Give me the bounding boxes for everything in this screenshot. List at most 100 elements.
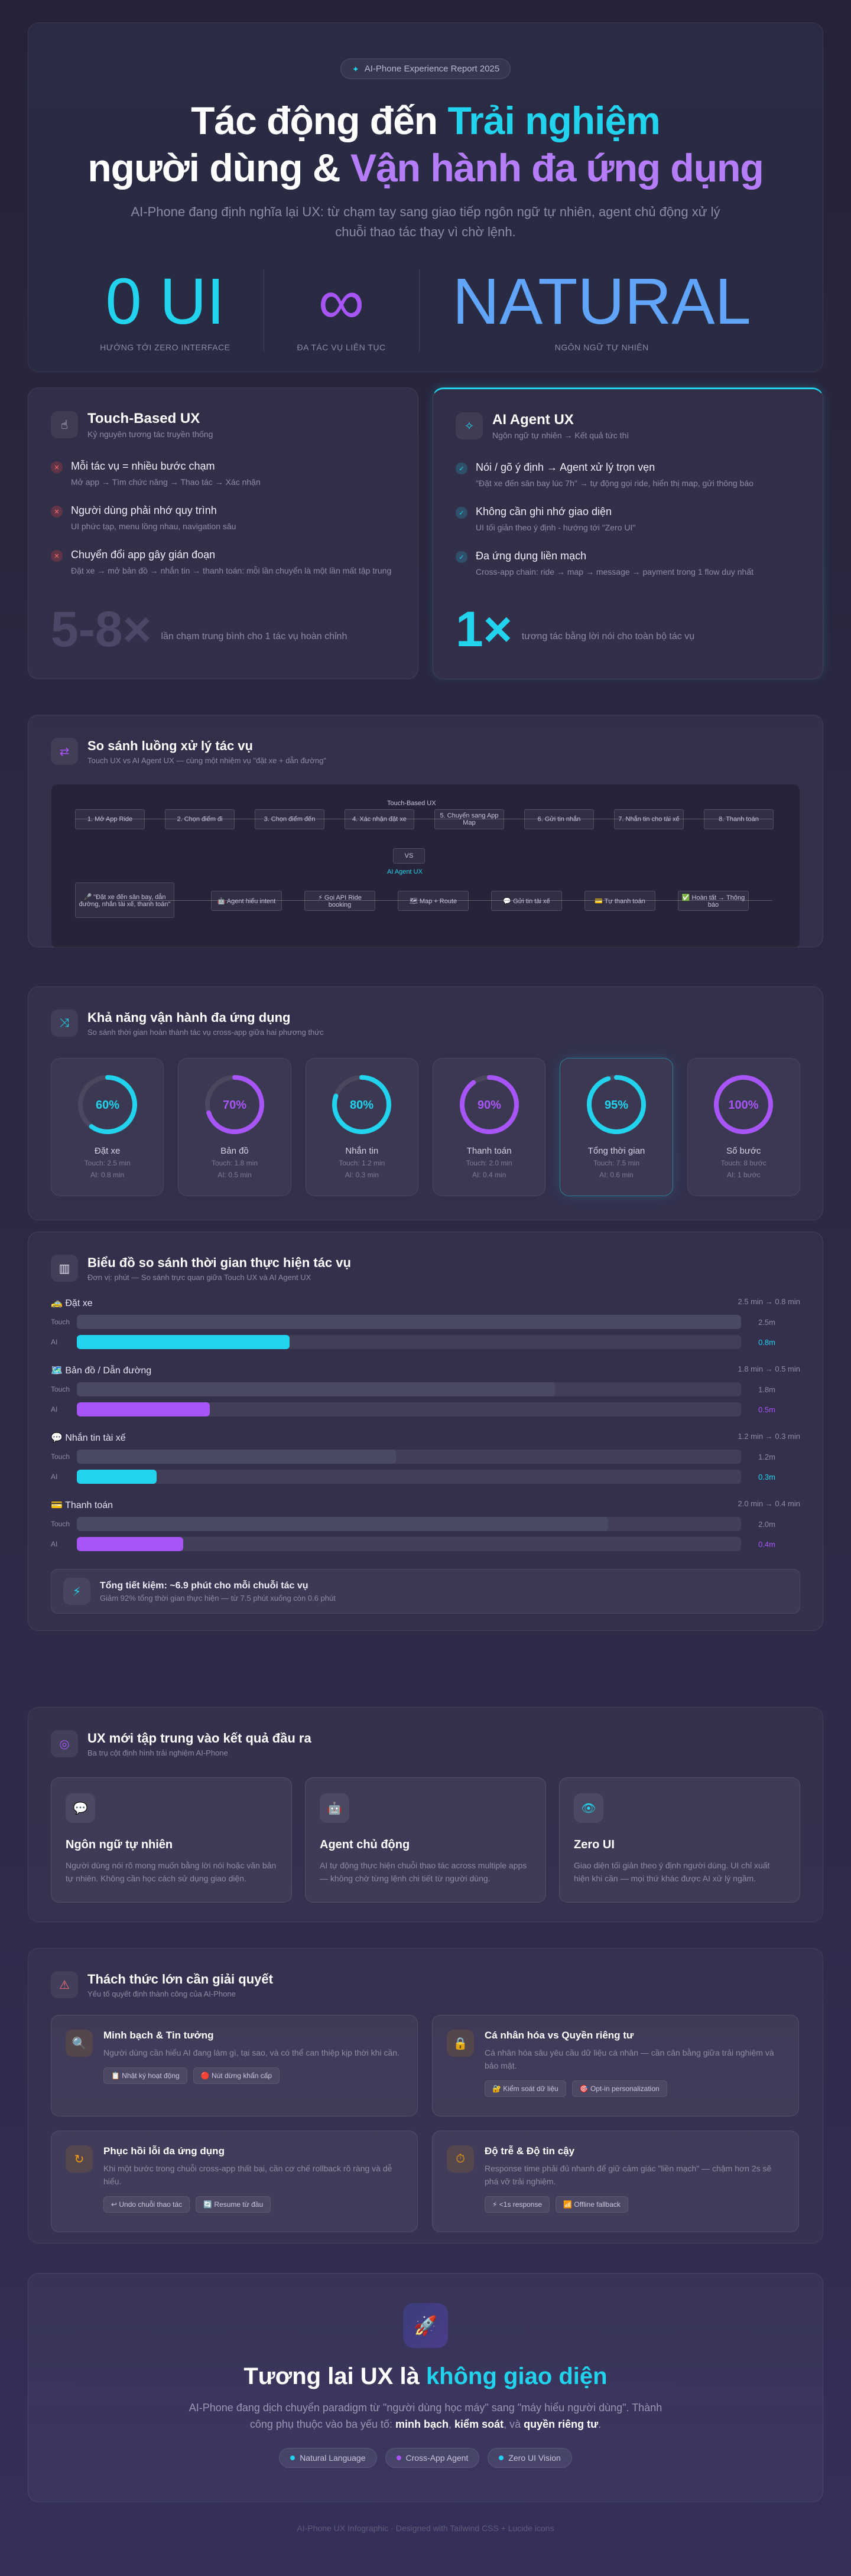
feature-desc: UI phức tạp, menu lồng nhau, navigation … <box>71 522 236 531</box>
capability-card: 90% Thanh toán Touch: 2.0 min AI: 0.4 min <box>432 1058 546 1196</box>
capability-section: ⤨ Khả năng vận hành đa ứng dụng So sánh t… <box>28 986 823 1220</box>
touch-title: Touch-Based UX <box>87 411 200 426</box>
bar-track <box>77 1470 741 1484</box>
agent-big-number: 1× <box>456 601 512 657</box>
ring-fill <box>586 1075 646 1134</box>
bar-row: Touch 2.5m <box>51 1315 800 1329</box>
challenge-desc: Cá nhân hóa sâu yêu cầu dữ liệu cá nhân … <box>485 2048 774 2070</box>
fp-g: . <box>598 2418 602 2430</box>
title-part-3: người dùng & <box>87 146 350 190</box>
pill-dot-icon <box>499 2455 504 2460</box>
flow-section: ⇄ So sánh luồng xử lý tác vụ Touch UX vs … <box>28 715 823 948</box>
bar-group-header: 💳 Thanh toán 2.0 min → 0.4 min <box>51 1499 800 1511</box>
challenge-body: Minh bạch & Tin tưởng Người dùng cần hiểu… <box>103 2030 399 2102</box>
challenge-tag: 🔴 Nút dừng khẩn cấp <box>193 2067 280 2084</box>
ux-compare: ☝ Touch-Based UX Kỷ nguyên tương tác truy… <box>28 387 823 679</box>
bar-label: Touch <box>51 1385 70 1393</box>
pill-label: Natural Language <box>300 2453 366 2463</box>
flow-touch-step: 7. Nhắn tin cho tài xế <box>614 809 684 829</box>
flow-touch-step: 5. Chuyển sang App Map <box>434 809 504 829</box>
focus-card: 🤖 Agent chủ động AI tự động thực hiện chuỗ… <box>305 1777 546 1903</box>
pill-label: Cross-App Agent <box>405 2453 469 2463</box>
ring-ai-time: AI: 0.4 min <box>472 1171 506 1179</box>
bars-title: Biểu đồ so sánh thời gian thực hiện tác … <box>87 1255 351 1270</box>
hero-stat-label: HƯỚNG TỚI ZERO INTERFACE <box>100 343 230 352</box>
challenge-icon: 🔒 <box>447 2030 474 2057</box>
bar-group: 🗺️ Bản đồ / Dẫn đường 1.8 min → 0.5 min To… <box>51 1364 800 1416</box>
feature-desc: Cross-app chain: ride → map → message → … <box>476 567 753 577</box>
savings-title: Tổng tiết kiệm: ~6.9 phút cho mỗi chuỗi … <box>100 1580 308 1591</box>
bar-value: 0.3m <box>758 1472 775 1481</box>
challenge-body: Cá nhân hóa vs Quyền riêng tư Cá nhân hóa… <box>485 2030 784 2102</box>
fp-d: kiểm soát <box>454 2418 504 2430</box>
bar-group-name: 🗺️ Bản đồ / Dẫn đường <box>51 1366 152 1376</box>
focus-subtitle: Ba trụ cột định hình trải nghiệm AI-Phon… <box>87 1748 228 1757</box>
ring-ai-time: AI: 0.3 min <box>345 1171 379 1179</box>
bar-fill <box>77 1450 396 1464</box>
ring-ai-time: AI: 0.5 min <box>217 1171 252 1179</box>
future-section: 🚀 Tương lai UX là không giao diện AI-Pho… <box>28 2273 823 2502</box>
chal-subtitle: Yếu tố quyết định thành công của AI-Phon… <box>87 1989 236 1998</box>
bar-row: AI 0.3m <box>51 1470 800 1484</box>
bar-value: 0.8m <box>758 1337 775 1347</box>
bar-label: AI <box>51 1338 58 1346</box>
challenge-tags: ↩ Undo chuỗi thao tác 🔄 Resume từ đầu <box>103 2196 403 2213</box>
bar-row: Touch 2.0m <box>51 1517 800 1531</box>
challenges-section: ⚠ Thách thức lớn cần giải quyết Yếu tố qu… <box>28 1948 823 2243</box>
progress-ring: 80% <box>332 1075 392 1134</box>
bar-label: AI <box>51 1405 58 1414</box>
bar-fill <box>77 1402 210 1416</box>
rocket-icon: 🚀 <box>403 2303 448 2348</box>
footer: AI-Phone UX Infographic · Designed with … <box>297 2523 554 2533</box>
feature-desc: Mở app → Tìm chức năng → Thao tác → Xác … <box>71 477 261 487</box>
x-icon: ✕ <box>51 461 63 473</box>
title-part-1: Tác động đến <box>191 99 448 142</box>
flow-touch-step: 4. Xác nhận đặt xe <box>345 809 414 829</box>
touch-card: ☝ Touch-Based UX Kỷ nguyên tương tác truy… <box>28 387 418 679</box>
feature-item: ✓ Không cần ghi nhớ giao diện UI tối giản … <box>456 506 800 533</box>
bar-label: Touch <box>51 1520 70 1528</box>
challenge-card: 🔒 Cá nhân hóa vs Quyền riêng tư Cá nhân hó… <box>432 2015 799 2116</box>
bar-track <box>77 1402 741 1416</box>
challenge-tag: 🎯 Opt-in personalization <box>571 2080 667 2097</box>
bars-subtitle: Đơn vị: phút — So sánh trực quan giữa To… <box>87 1272 311 1282</box>
challenge-tags: 📋 Nhật ký hoạt động 🔴 Nút dừng khẩn cấp <box>103 2067 399 2084</box>
ring-touch-time: Touch: 7.5 min <box>593 1159 639 1167</box>
ring-fill <box>77 1075 137 1134</box>
hero-stat-label: NGÔN NGỮ TỰ NHIÊN <box>554 343 649 352</box>
future-pills: Natural Language Cross-App Agent Zero UI V… <box>28 2448 823 2468</box>
bar-fill <box>77 1537 183 1551</box>
feature-text: Đa ứng dụng liền mạch Cross-app chain: ri… <box>476 550 753 578</box>
flow-agent-label: AI Agent UX <box>387 868 423 875</box>
future-title-b: không giao diện <box>426 2363 608 2389</box>
pill-dot-icon <box>396 2455 401 2460</box>
bar-track <box>77 1537 741 1551</box>
bar-group-range: 1.2 min → 0.3 min <box>738 1432 801 1441</box>
feature-title: Không cần ghi nhớ giao diện <box>476 506 612 517</box>
hero-lede: AI-Phone đang định nghĩa lại UX: từ chạm… <box>131 204 720 239</box>
focus-card-title: Ngôn ngữ tự nhiên <box>66 1838 173 1851</box>
ring-percent: 70% <box>223 1099 246 1112</box>
ring-ai-time: AI: 1 bước <box>727 1171 761 1179</box>
feature-desc: UI tối giản theo ý định - hướng tới "Zer… <box>476 523 636 532</box>
pill-label: Zero UI Vision <box>508 2453 561 2463</box>
focus-card-desc: AI tự động thực hiện chuỗi thao tác acro… <box>320 1861 527 1883</box>
flow-agent-step: 🤖 Agent hiểu intent <box>211 891 282 911</box>
ring-percent: 60% <box>96 1099 119 1112</box>
flow-touch-step: 1. Mở App Ride <box>75 809 145 829</box>
flow-diagram: Touch-Based UX 1. Mở App Ride 2. Chọn điểm… <box>51 784 800 948</box>
capability-card: 70% Bản đồ Touch: 1.8 min AI: 0.5 min <box>178 1058 291 1196</box>
feature-title: Chuyển đổi app gây gián đoạn <box>71 549 216 561</box>
focus-title: UX mới tập trung vào kết quả đầu ra <box>87 1730 311 1745</box>
focus-card-icon: 💬 <box>66 1793 95 1823</box>
fp-b: minh bạch <box>395 2418 449 2430</box>
cap-subtitle: So sánh thời gian hoàn thành tác vụ cros… <box>87 1027 324 1037</box>
challenge-desc: Khi một bước trong chuỗi cross-app thất … <box>103 2164 392 2186</box>
bar-group-range: 2.0 min → 0.4 min <box>738 1499 801 1508</box>
challenge-title: Cá nhân hóa vs Quyền riêng tư <box>485 2030 634 2041</box>
future-title-a: Tương lai UX là <box>243 2363 426 2389</box>
bar-value: 1.2m <box>758 1452 775 1461</box>
savings-callout: ⚡ Tổng tiết kiệm: ~6.9 phút cho mỗi chuỗ… <box>51 1569 800 1614</box>
flow-touch-step: 3. Chọn điểm đến <box>255 809 324 829</box>
bar-value: 2.0m <box>758 1519 775 1529</box>
